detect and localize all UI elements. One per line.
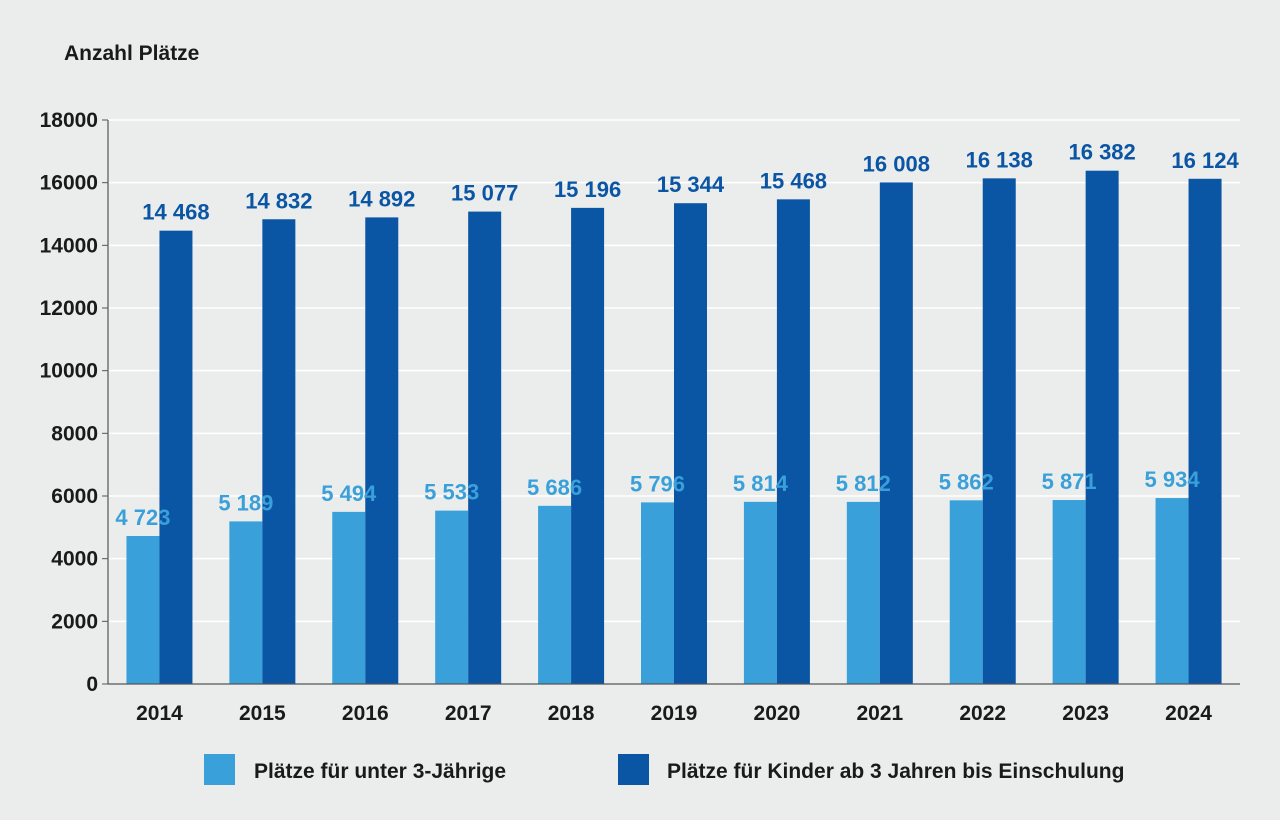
- data-label: 14 832: [245, 188, 312, 213]
- bar-3-to-school: [674, 203, 707, 685]
- bar-3-to-school: [262, 219, 296, 684]
- x-tick-label: 2014: [136, 702, 183, 725]
- y-tick-label: 4000: [51, 548, 98, 571]
- y-tick-label: 18000: [40, 109, 98, 132]
- bar-3-to-school: [879, 182, 913, 684]
- bar-3-to-school: [468, 211, 502, 684]
- data-label: 5 812: [836, 471, 891, 496]
- data-label: 5 871: [1042, 469, 1097, 494]
- y-axis-ticks: 0 2000 4000 6000 8000 10000 12000 14000 16000 180…: [40, 109, 108, 696]
- bar-3-to-school: [571, 207, 605, 684]
- legend-swatch-3-to-school: [618, 754, 649, 785]
- bar-under-3: [641, 502, 674, 684]
- x-tick-label: 2023: [1062, 702, 1109, 725]
- x-tick-label: 2019: [651, 702, 698, 725]
- bar-under-3: [743, 501, 777, 684]
- y-tick-label: 14000: [40, 234, 98, 257]
- bar-under-3: [332, 511, 366, 684]
- bar-under-3: [126, 536, 160, 684]
- bar-under-3: [846, 501, 880, 684]
- data-label: 5 189: [218, 490, 273, 515]
- data-label: 5 494: [321, 481, 377, 506]
- data-label: 15 077: [451, 181, 518, 206]
- data-label: 16 382: [1068, 140, 1135, 165]
- x-tick-label: 2024: [1165, 702, 1212, 725]
- data-label: 14 892: [348, 186, 415, 211]
- y-tick-label: 0: [86, 673, 98, 696]
- x-tick-label: 2016: [342, 702, 389, 725]
- data-label: 15 468: [760, 168, 827, 193]
- data-label: 5 934: [1145, 467, 1201, 492]
- y-tick-label: 2000: [51, 610, 98, 633]
- x-tick-label: 2020: [754, 702, 801, 725]
- y-axis-title: Anzahl Plätze: [64, 42, 199, 65]
- legend-swatch-under-3: [204, 754, 235, 785]
- data-labels: 4 723 14 468 5 189 14 832 5 494 14 892 5 533 15…: [115, 140, 1239, 530]
- legend: Plätze für unter 3-Jährige Plätze für Ki…: [204, 754, 1124, 785]
- data-label: 5 533: [424, 480, 479, 505]
- bar-under-3: [435, 510, 469, 684]
- data-label: 15 344: [657, 172, 725, 197]
- x-tick-label: 2021: [856, 702, 903, 725]
- data-label: 5 686: [527, 475, 582, 500]
- bar-3-to-school: [159, 230, 193, 685]
- bar-3-to-school: [1085, 170, 1119, 684]
- data-label: 4 723: [115, 505, 170, 530]
- legend-label-3-to-school: Plätze für Kinder ab 3 Jahren bis Einsch…: [667, 760, 1124, 783]
- x-axis-ticks: 2014 2015 2016 2017 2018 2019 2020 2021 2022 2023…: [136, 702, 1212, 725]
- bar-3-to-school: [1188, 178, 1222, 685]
- x-tick-label: 2022: [959, 702, 1006, 725]
- bar-under-3: [1052, 500, 1086, 684]
- bar-under-3: [538, 505, 572, 684]
- bars: [126, 170, 1222, 685]
- bar-3-to-school: [776, 199, 810, 684]
- x-tick-label: 2018: [548, 702, 595, 725]
- data-label: 5 862: [939, 469, 994, 494]
- x-tick-label: 2017: [445, 702, 492, 725]
- bar-3-to-school: [365, 217, 399, 684]
- legend-label-under-3: Plätze für unter 3-Jährige: [254, 760, 506, 783]
- data-label: 16 008: [863, 151, 930, 176]
- data-label: 16 124: [1171, 148, 1239, 173]
- y-tick-label: 8000: [51, 422, 98, 445]
- y-tick-label: 16000: [40, 172, 98, 195]
- y-tick-label: 6000: [51, 485, 98, 508]
- data-label: 14 468: [142, 200, 209, 225]
- y-tick-label: 12000: [40, 297, 98, 320]
- data-label: 16 138: [966, 147, 1033, 172]
- bar-3-to-school: [982, 178, 1016, 685]
- bar-under-3: [949, 500, 983, 684]
- bar-under-3: [229, 521, 263, 684]
- x-tick-label: 2015: [239, 702, 286, 725]
- data-label: 5 814: [733, 471, 789, 496]
- bar-under-3: [1155, 498, 1189, 684]
- data-label: 5 796: [630, 471, 685, 496]
- data-label: 15 196: [554, 177, 621, 202]
- y-tick-label: 10000: [40, 360, 98, 383]
